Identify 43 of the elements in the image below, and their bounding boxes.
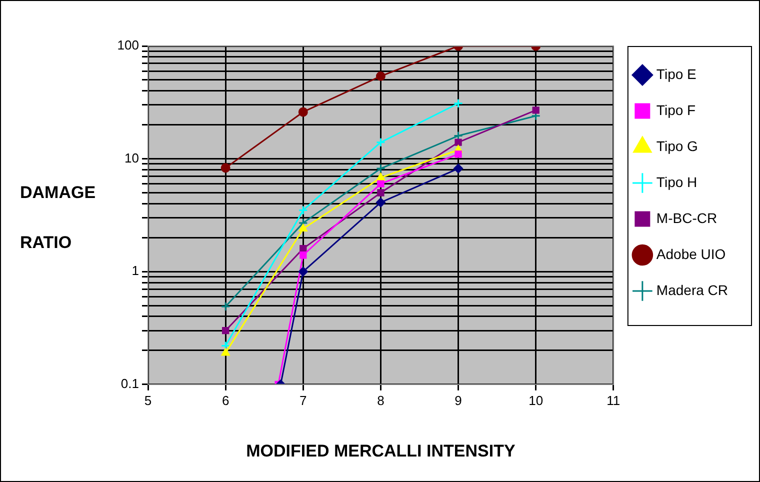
y-tick-label: 1 — [132, 263, 139, 278]
point — [532, 106, 540, 114]
point — [454, 138, 462, 146]
point — [220, 163, 230, 173]
point — [221, 348, 230, 356]
point — [454, 164, 464, 174]
point — [298, 107, 308, 117]
point — [376, 71, 386, 81]
point — [298, 224, 308, 232]
x-tick-label: 9 — [454, 392, 462, 408]
legend-label: Tipo F — [656, 102, 696, 118]
legend-label: M-BC-CR — [656, 210, 718, 226]
legend-label: Tipo H — [656, 174, 698, 190]
point — [298, 266, 308, 276]
x-tick-label: 7 — [300, 392, 307, 408]
point — [300, 252, 307, 259]
text: DAMAGE RATIO — [20, 182, 96, 252]
point — [377, 180, 384, 188]
y-tick-label: 0.1 — [120, 376, 139, 391]
point — [298, 205, 308, 215]
legend-label: Tipo G — [656, 138, 698, 154]
point — [377, 189, 384, 196]
x-axis-title: MODIFIED MERCALLI INTENSITY — [246, 442, 516, 461]
point — [376, 164, 386, 174]
point — [376, 198, 386, 208]
point — [220, 302, 230, 312]
legend-label: Adobe UIO — [656, 246, 726, 262]
legend-label: Madera CR — [656, 282, 728, 298]
point — [300, 244, 307, 252]
point — [454, 98, 464, 108]
x-tick-label: 10 — [528, 392, 544, 408]
x-tick-label: 11 — [606, 392, 620, 408]
y-tick-label: 10 — [124, 150, 139, 166]
point — [376, 138, 386, 148]
point — [222, 327, 230, 334]
point — [454, 150, 462, 158]
point — [220, 341, 230, 351]
x-tick-label: 8 — [377, 392, 384, 408]
point — [376, 172, 385, 180]
legend-label: Tipo E — [656, 66, 696, 82]
x-tick-label: 6 — [222, 392, 230, 408]
y-tick-label: 100 — [117, 38, 139, 53]
x-tick-label: 5 — [144, 392, 152, 408]
